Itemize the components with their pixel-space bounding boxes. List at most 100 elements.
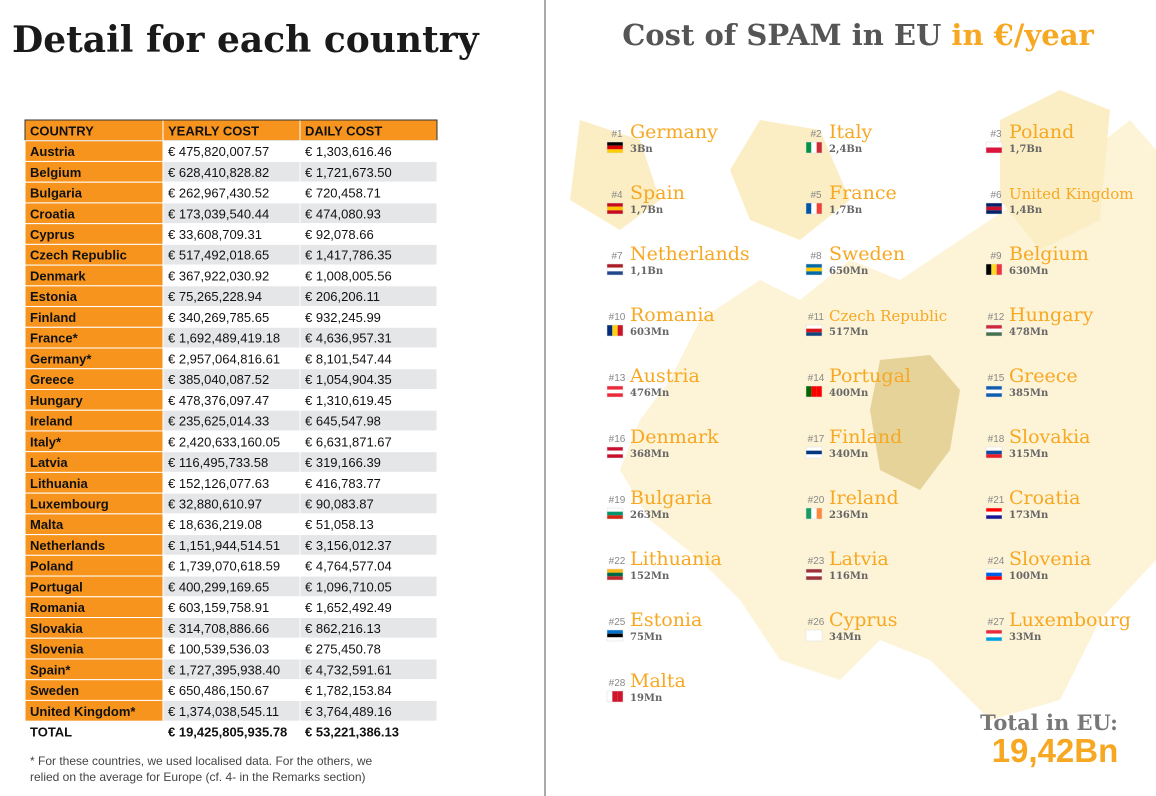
flag-stripe (811, 386, 817, 397)
flag-stripe (986, 572, 1002, 577)
country-cost: 340Mn (829, 449, 869, 460)
cell-text: € 8,101,547.44 (305, 351, 392, 366)
flag-stripe (806, 142, 812, 153)
cell-text: Hungary (30, 393, 84, 408)
country-name: Ireland (829, 487, 899, 509)
flag-stripe (806, 325, 822, 329)
cell-text: Luxembourg (30, 497, 109, 512)
rank-number: #5 (810, 190, 822, 201)
country-name: Lithuania (630, 548, 722, 570)
rank-number: #15 (988, 373, 1005, 384)
flag-stripe (811, 203, 817, 214)
flag-border (805, 568, 823, 581)
flag-stripe (986, 511, 1002, 516)
column-header: YEARLY COST (168, 123, 259, 138)
flag-border (805, 263, 823, 276)
flag-border (985, 324, 1003, 337)
cell-text: € 1,692,489,419.18 (168, 331, 280, 346)
cell-text: € 53,221,386.13 (305, 725, 399, 740)
flag-stripe (607, 389, 623, 394)
flag-stripe (806, 450, 822, 455)
rank-number: #3 (990, 129, 1002, 140)
flag-stripe (607, 271, 623, 275)
flag-stripe (806, 328, 822, 333)
cell-text: € 1,727,395,938.40 (168, 662, 280, 677)
table-cell (25, 721, 163, 742)
flag-stripe (607, 637, 623, 641)
cell-text: € 116,495,733.58 (168, 455, 268, 470)
flag-stripe (806, 576, 822, 580)
country-name: Portugal (829, 365, 911, 387)
flag-border (606, 446, 624, 459)
table-cell (163, 721, 300, 742)
flag-stripe (986, 393, 1002, 397)
flag-stripe (607, 630, 623, 634)
country-name: Belgium (1009, 243, 1089, 265)
flag-border (985, 568, 1003, 581)
cell-text: TOTAL (30, 725, 72, 740)
country-cost: 650Mn (829, 266, 869, 277)
cell-text: € 32,880,610.97 (168, 497, 262, 512)
flag-stripe (986, 142, 1002, 148)
flag-stripe (986, 264, 992, 275)
flag-stripe (806, 264, 822, 268)
flag-border (985, 385, 1003, 398)
country-name: Greece (1009, 365, 1078, 387)
rank-number: #9 (990, 251, 1002, 262)
cell-text: United Kingdom* (30, 704, 136, 719)
country-cost: 1,7Bn (630, 205, 664, 216)
flag-stripe (986, 569, 1002, 573)
cell-text: € 206,206.11 (305, 289, 380, 304)
flag-stripe (986, 450, 1002, 455)
cell-text: € 367,922,030.92 (168, 268, 269, 283)
country-name: Denmark (630, 426, 719, 448)
footnote: relied on the average for Europe (cf. 4-… (30, 770, 366, 784)
rank-number: #17 (808, 434, 825, 445)
flag-stripe (617, 325, 623, 336)
cell-text: Romania (30, 600, 86, 615)
flag-border (606, 507, 624, 520)
country-name: Slovakia (1009, 426, 1091, 448)
rank-number: #11 (808, 312, 824, 323)
flag-stripe (986, 332, 1002, 336)
rank-number: #28 (609, 678, 626, 689)
country-cost: 1,1Bn (630, 266, 664, 277)
rank-number: #2 (810, 129, 822, 140)
cell-text: Greece (30, 372, 74, 387)
flag-stripe (607, 454, 623, 458)
map-shape (570, 120, 660, 230)
flag-stripe (996, 264, 1002, 275)
flag-stripe (806, 454, 822, 458)
cell-text: € 628,410,828.82 (168, 165, 269, 180)
rank-number: #18 (988, 434, 1005, 445)
country-name: Latvia (829, 548, 889, 570)
flag-border (985, 507, 1003, 520)
country-cost: 630Mn (1009, 266, 1049, 277)
flag-stripe (986, 147, 1002, 153)
flag-stripe (806, 386, 812, 397)
cell-text: € 1,374,038,545.11 (168, 704, 279, 719)
country-name: Luxembourg (1009, 609, 1131, 631)
cell-text: € 92,078.66 (305, 227, 374, 242)
flag-border (606, 263, 624, 276)
cell-text: Netherlands (30, 538, 105, 553)
country-cost: 263Mn (630, 510, 670, 521)
cell-text: € 517,492,018.65 (168, 248, 269, 263)
section-title: Detail for each country (12, 19, 480, 61)
cell-text: € 19,425,805,935.78 (168, 725, 287, 740)
total-label: Total in EU: (980, 710, 1118, 735)
flag-stripe (816, 386, 822, 397)
cell-text: France* (30, 331, 79, 346)
flag-border (606, 202, 624, 215)
country-cost: 1,4Bn (1009, 205, 1043, 216)
flag-stripe (806, 332, 822, 336)
country-name: Czech Republic (829, 307, 947, 325)
flag-border (805, 324, 823, 337)
cell-text: Belgium (30, 165, 81, 180)
cell-text: € 90,083.87 (305, 497, 374, 512)
ranking-title: Cost of SPAM in EU in €/year (622, 18, 1094, 52)
flag-border (985, 629, 1003, 642)
country-name: Hungary (1009, 304, 1094, 326)
country-name: Finland (829, 426, 902, 448)
country-cost: 400Mn (829, 388, 869, 399)
